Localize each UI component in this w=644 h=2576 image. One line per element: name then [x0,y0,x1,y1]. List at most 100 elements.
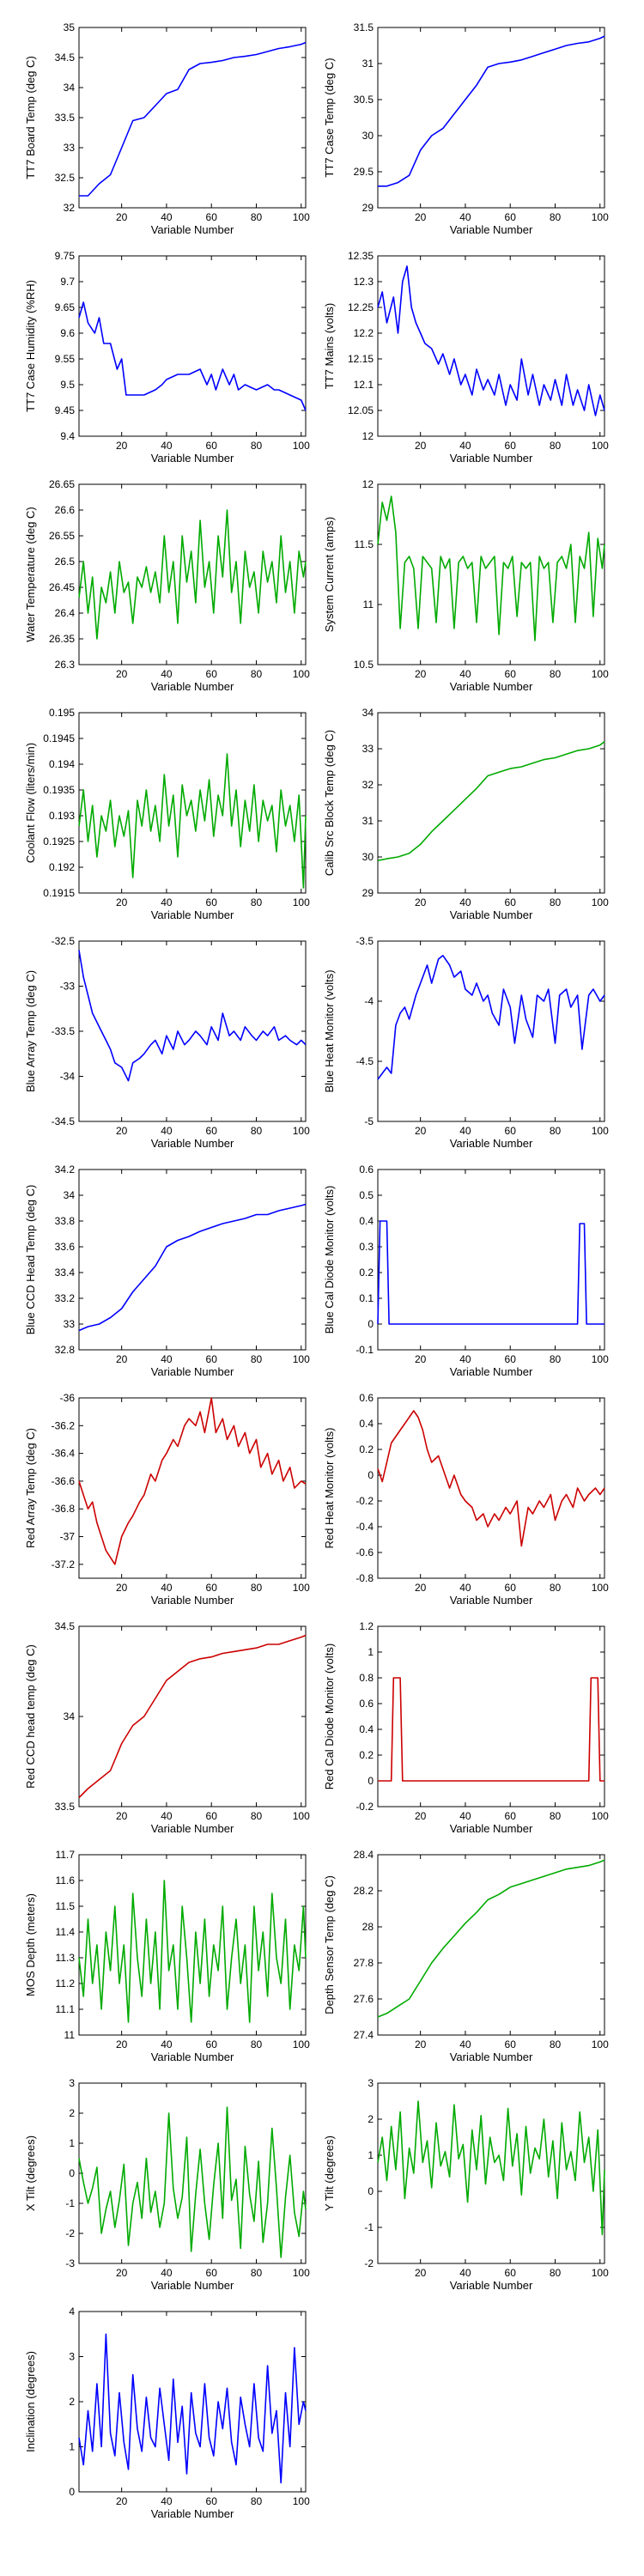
series-line [377,740,605,861]
x-tick-label: 60 [206,1810,218,1822]
plot-frame [377,1169,605,1351]
y-tick-label: 29 [362,202,374,214]
chart-18: 27.4 27.6 27.8 28 28.2 28.4 20 40 60 80 100 Variabl… [323,1849,609,2063]
x-tick-label: 20 [415,896,427,908]
y-tick-label: 32 [362,779,374,791]
x-axis-label: Variable Number [450,1594,533,1607]
y-tick-label: 0.1935 [43,784,75,796]
x-axis-label: Variable Number [151,2279,234,2292]
y-tick-label: 12.1 [354,379,374,391]
series-line [79,41,307,197]
chart-11: 32.8 33 33.2 33.4 33.6 33.8 34 34.2 20 40 60 80 100 V… [24,1163,310,1378]
chart-8: 29 30 31 32 33 34 20 40 60 80 100 Variable Number Ca… [323,707,609,921]
y-tick-label: 12.35 [348,250,374,262]
y-axis-label: TT7 Case Temp (deg C) [323,58,336,177]
x-tick-label: 60 [206,1582,218,1594]
plot-frame [78,27,307,209]
series-line [377,955,605,1080]
y-tick-label: 10.5 [354,659,374,671]
chart-17: 11 11.1 11.2 11.3 11.4 11.5 11.6 11.7 20 40 60 80 10… [24,1849,310,2063]
y-tick-label: 29.5 [354,166,374,178]
y-tick-label: 0.2 [359,1749,374,1761]
y-tick-label: 0.4 [359,1723,374,1735]
y-tick-label: 32.5 [55,172,76,184]
series-line [78,301,307,411]
x-tick-label: 100 [293,2267,310,2279]
y-tick-label: 27.6 [354,1993,374,2005]
chart-14: -0.8 -0.6 -0.4 -0.2 0 0.2 0.4 0.6 20 40 60 80 100 Var… [323,1392,609,1607]
x-tick-label: 100 [293,2038,310,2050]
y-tick-label: 11.2 [56,1978,76,1990]
series-line [78,1203,307,1332]
x-tick-label: 100 [592,1810,609,1822]
x-tick-label: 40 [161,668,173,680]
series-line [78,753,307,889]
y-tick-label: 34.5 [55,1620,76,1632]
y-tick-label: 0.1925 [43,835,75,848]
y-tick-label: 26.35 [49,633,75,645]
y-tick-label: 26.45 [49,581,75,593]
y-tick-label: 31 [362,58,374,70]
y-tick-label: -34.5 [52,1115,76,1127]
x-tick-label: 60 [505,668,517,680]
x-tick-label: 20 [415,1125,427,1137]
y-tick-label: -36.2 [52,1419,76,1431]
x-tick-label: 60 [206,211,218,223]
plot-frame [377,1397,605,1579]
y-tick-label: 0.3 [359,1241,374,1253]
x-tick-label: 20 [415,1353,427,1365]
y-axis-label: Blue Heat Monitor (volts) [323,969,336,1092]
y-tick-label: 1 [368,2149,374,2161]
y-tick-label: 32 [64,202,76,214]
plot-frame [78,712,307,894]
plot-frame [78,255,307,437]
y-axis-label: Y Tilt (degrees) [323,2136,336,2211]
y-tick-label: 33 [64,1318,76,1330]
x-axis-label: Variable Number [450,2050,533,2063]
y-tick-label: 0 [69,2167,75,2179]
y-tick-label: 11.5 [355,538,374,550]
y-tick-label: 28 [362,1921,374,1933]
chart-7: 0.1915 0.192 0.1925 0.193 0.1935 0.194 0.1945 0… [24,707,310,921]
y-tick-label: 0 [368,2185,374,2197]
y-tick-label: 28.2 [354,1885,374,1897]
y-axis-label: Calib Src Block Temp (deg C) [323,730,336,876]
x-tick-label: 60 [505,211,517,223]
y-tick-label: 32.8 [55,1344,76,1356]
plot-frame [377,1854,605,2036]
series-line [377,265,605,416]
series-line [377,1410,605,1547]
y-tick-label: 0 [368,1775,374,1787]
x-tick-label: 40 [459,896,471,908]
y-tick-label: 28.4 [354,1849,374,1861]
x-tick-label: 40 [459,211,471,223]
y-tick-label: 33.2 [55,1292,76,1304]
x-tick-label: 80 [251,2038,263,2050]
x-axis-label: Variable Number [151,908,234,921]
x-tick-label: 60 [505,1353,517,1365]
x-tick-label: 80 [251,440,263,452]
x-tick-label: 60 [206,2038,218,2050]
y-tick-label: 26.6 [55,504,76,516]
y-tick-label: 0.2 [359,1443,374,1455]
y-tick-label: 0.1915 [43,887,75,899]
y-tick-label: 1.2 [359,1620,374,1632]
x-tick-label: 80 [251,1582,263,1594]
x-tick-label: 20 [415,211,427,223]
x-tick-label: 100 [592,1125,609,1137]
y-tick-label: 31 [362,815,374,827]
y-tick-label: 0 [368,1469,374,1481]
y-tick-label: 11.7 [56,1849,76,1861]
x-tick-label: 40 [459,1810,471,1822]
y-tick-label: 11 [64,2029,76,2041]
y-axis-label: System Current (amps) [323,517,336,632]
x-tick-label: 20 [415,2038,427,2050]
y-tick-label: -37 [60,1531,76,1543]
y-tick-label: 33 [362,743,374,755]
series-line [78,2333,307,2484]
y-tick-label: 33.4 [55,1267,76,1279]
y-tick-label: -3.5 [355,935,374,947]
y-tick-label: -4 [364,995,374,1007]
series-line [377,495,605,641]
y-tick-label: 34.5 [55,52,76,64]
